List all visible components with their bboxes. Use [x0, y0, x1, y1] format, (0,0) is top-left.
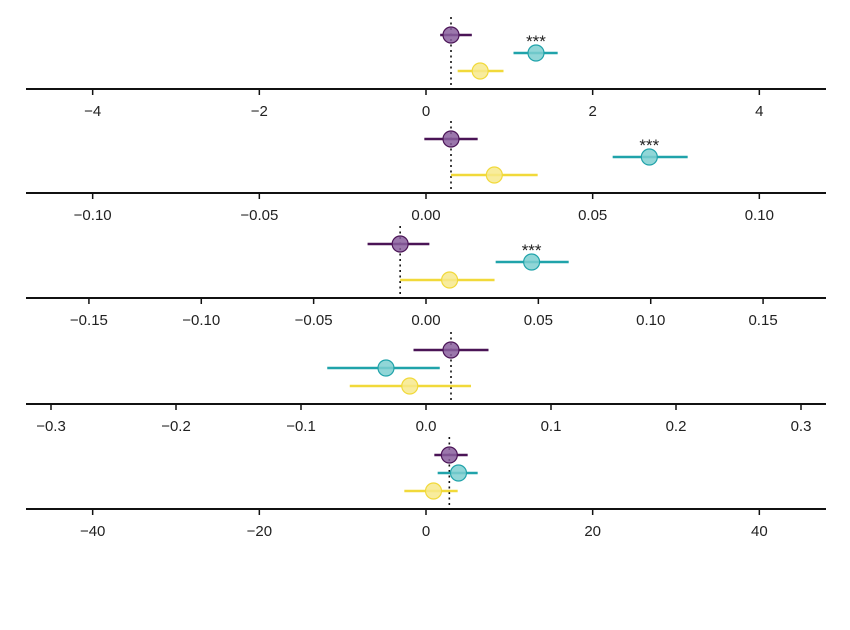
x-tick-label: 0 — [422, 103, 430, 120]
x-tick-label: 0.05 — [578, 207, 607, 224]
x-tick-label: −2 — [251, 103, 268, 120]
significance-label: *** — [639, 136, 659, 155]
point-estimate — [449, 464, 468, 482]
x-tick-label: −0.10 — [182, 312, 220, 329]
point-estimate — [485, 166, 503, 184]
panel-3: −0.15 −0.10 −0.05 0.00 0.05 0.10 0.15 *** — [26, 226, 826, 329]
x-tick-label: 0.00 — [411, 312, 440, 329]
point-estimate — [440, 446, 458, 464]
x-tick-label: 2 — [588, 103, 596, 120]
panel-1: −4 −2 0 2 4 *** — [26, 17, 826, 120]
x-tick-label: 0.3 — [791, 418, 812, 435]
x-tick-label: −40 — [80, 523, 105, 540]
significance-label: *** — [522, 241, 542, 260]
x-tick-label: −0.1 — [286, 418, 316, 435]
point-estimate — [440, 271, 459, 289]
x-tick-label: −20 — [247, 523, 272, 540]
significance-label: *** — [526, 32, 546, 51]
x-tick-label: −4 — [84, 103, 101, 120]
point-estimate — [442, 341, 460, 359]
x-tick-label: 0.10 — [636, 312, 665, 329]
point-estimate — [471, 62, 489, 80]
x-tick-label: −0.05 — [295, 312, 333, 329]
x-tick-label: 0.15 — [748, 312, 777, 329]
x-tick-label: 4 — [755, 103, 763, 120]
point-estimate — [640, 148, 658, 166]
point-estimate — [442, 26, 460, 44]
x-tick-label: −0.05 — [240, 207, 278, 224]
point-estimate — [377, 359, 395, 377]
panel-4: −0.3 −0.2 −0.1 0.0 0.1 0.2 0.3 — [26, 332, 826, 435]
x-tick-label: 0.1 — [541, 418, 562, 435]
x-tick-label: 0.00 — [411, 207, 440, 224]
x-tick-label: −0.15 — [70, 312, 108, 329]
panel-5: −40 −20 0 20 40 — [26, 437, 826, 540]
x-tick-label: 40 — [751, 523, 768, 540]
point-estimate — [401, 377, 419, 395]
point-estimate — [527, 44, 545, 62]
x-tick-label: 20 — [584, 523, 601, 540]
x-tick-label: 0.10 — [745, 207, 774, 224]
point-estimate — [523, 253, 541, 271]
point-estimate — [442, 130, 460, 148]
panel-2: −0.10 −0.05 0.00 0.05 0.10 *** — [26, 121, 826, 224]
x-tick-label: 0.05 — [524, 312, 553, 329]
x-tick-label: −0.10 — [74, 207, 112, 224]
x-tick-label: −0.2 — [161, 418, 191, 435]
x-tick-label: 0 — [422, 523, 430, 540]
point-estimate — [391, 235, 409, 253]
x-tick-label: 0.0 — [416, 418, 437, 435]
x-tick-label: 0.2 — [666, 418, 687, 435]
x-tick-label: −0.3 — [36, 418, 66, 435]
point-estimate — [424, 482, 443, 500]
